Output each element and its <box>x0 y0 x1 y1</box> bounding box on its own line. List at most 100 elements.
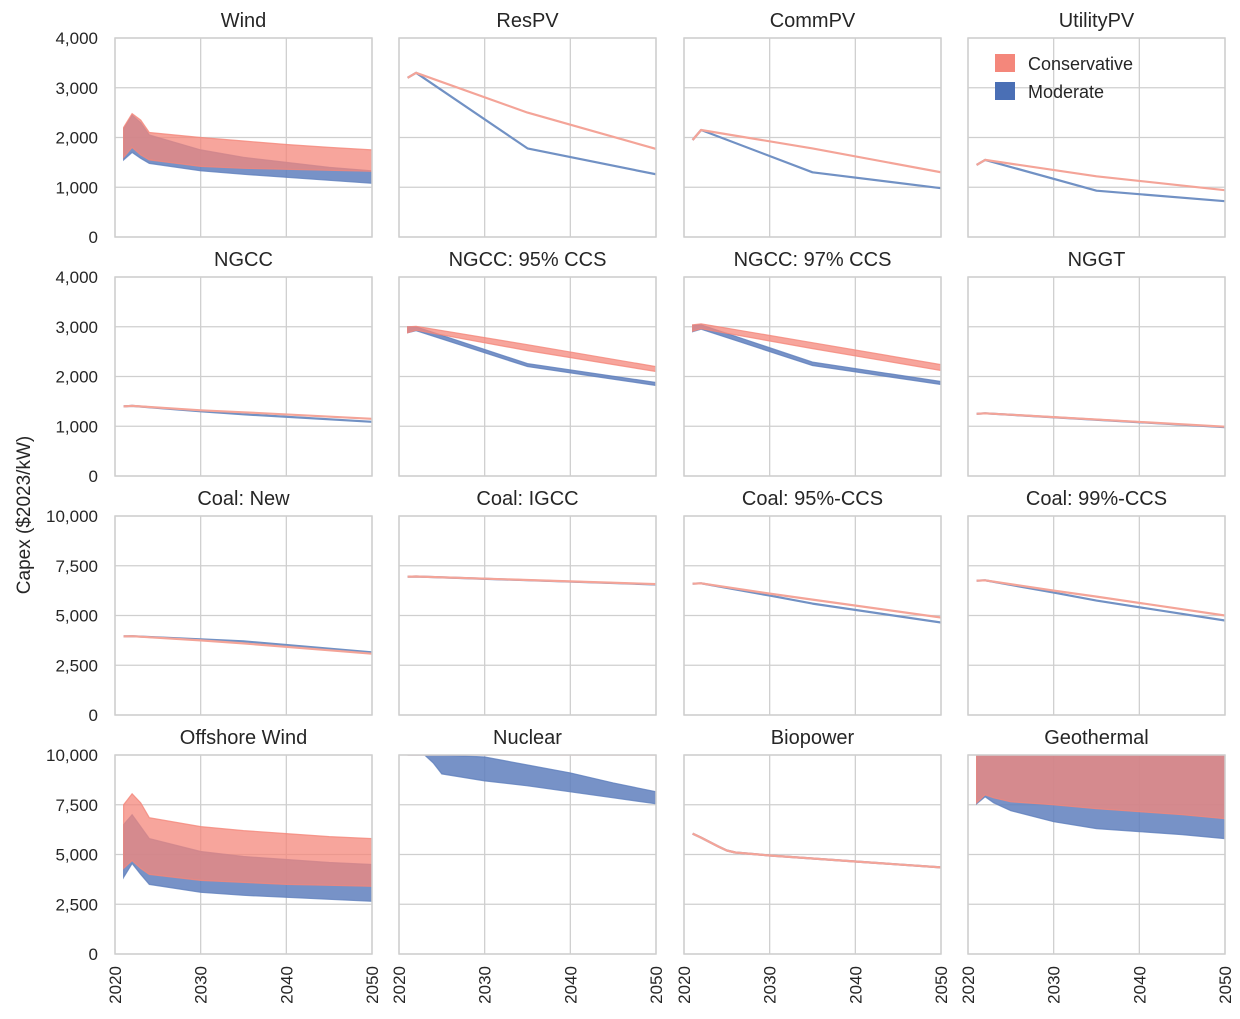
panel-frame <box>398 37 657 238</box>
band-conservative <box>123 112 372 172</box>
panel-title-ngcc-95-ccs: NGCC: 95% CCS <box>449 249 607 271</box>
panel-title-ngcc-97-ccs: NGCC: 97% CCS <box>734 249 892 271</box>
panel-wind: Wind 0 1,000 2,000 3,000 4,000 <box>55 10 373 247</box>
x-tick-label: 2040 <box>846 966 865 1004</box>
panel-title-nggt: NGGT <box>1068 249 1126 271</box>
panel-nggt: NGGT <box>967 249 1226 477</box>
y-tick-label: 7,500 <box>55 796 98 815</box>
line-moderate <box>692 582 941 624</box>
panel-title-commpv: CommPV <box>770 10 856 32</box>
panel-title-coal-igcc: Coal: IGCC <box>476 488 578 510</box>
x-tick-label: 2030 <box>476 966 495 1004</box>
panel-ngcc-97-ccs: NGCC: 97% CCS <box>683 249 942 477</box>
panel-frame <box>114 37 373 238</box>
panel-title-nuclear: Nuclear <box>493 727 562 749</box>
panel-title-coal-95-ccs: Coal: 95%-CCS <box>742 488 883 510</box>
panel-commpv: CommPV <box>683 10 942 238</box>
plot-area-nggt <box>976 412 1225 429</box>
x-tick-label: 2040 <box>1130 966 1149 1004</box>
y-tick-label: 2,500 <box>55 895 98 914</box>
plot-area-coal-99-ccs <box>976 579 1225 622</box>
line-conservative <box>691 128 941 174</box>
panel-frame <box>114 754 373 955</box>
line-conservative <box>976 579 1225 617</box>
y-tick-label: 0 <box>89 228 98 247</box>
y-tick-label: 3,000 <box>55 79 98 98</box>
plot-area-coal-95-ccs <box>692 582 941 624</box>
panel-frame <box>683 754 942 955</box>
panel-title-biopower: Biopower <box>771 727 855 749</box>
y-tick-label: 5,000 <box>55 607 98 626</box>
line-conservative <box>407 575 656 586</box>
plot-area-commpv <box>691 128 941 190</box>
panel-ngcc-95-ccs: NGCC: 95% CCS <box>398 249 657 477</box>
plot-area-utilitypv <box>976 158 1225 203</box>
panel-coal-99-ccs: Coal: 99%-CCS <box>967 488 1226 716</box>
panel-frame <box>683 276 942 477</box>
x-tick-label: 2030 <box>1045 966 1064 1004</box>
x-tick-label: 2030 <box>761 966 780 1004</box>
band-moderate <box>407 755 656 805</box>
legend-label-moderate: Moderate <box>1028 82 1104 102</box>
line-conservative <box>123 635 372 655</box>
panel-frame <box>114 276 373 477</box>
x-tick-label: 2050 <box>932 966 951 1004</box>
line-conservative <box>407 71 656 150</box>
y-tick-label: 10,000 <box>46 746 98 765</box>
line-conservative <box>692 832 941 869</box>
panel-title-wind: Wind <box>221 10 267 32</box>
y-tick-label: 10,000 <box>46 507 98 526</box>
y-axis-label: Capex ($2023/kW) <box>14 436 35 594</box>
plot-area-coal-igcc <box>407 575 656 586</box>
plot-area-respv <box>407 71 656 176</box>
panel-frame <box>683 37 942 238</box>
y-tick-label: 2,000 <box>55 368 98 387</box>
panel-geothermal: Geothermal 2020 2030 2040 2050 <box>959 727 1235 1004</box>
legend-label-conservative: Conservative <box>1028 54 1133 74</box>
plot-area-biopower <box>692 832 941 869</box>
panel-frame <box>398 754 657 955</box>
panel-coal-new: Coal: New 0 2,500 5,000 7,500 10,000 <box>46 488 373 725</box>
plot-area-ngcc-95-ccs <box>407 325 656 387</box>
y-tick-label: 4,000 <box>55 29 98 48</box>
panel-frame <box>398 515 657 716</box>
legend-swatch-conservative <box>995 54 1015 72</box>
line-moderate <box>691 128 941 190</box>
line-conservative <box>123 404 372 420</box>
plot-area-offshore-wind <box>123 792 372 902</box>
panel-title-offshore-wind: Offshore Wind <box>180 727 307 749</box>
panel-title-utilitypv: UtilityPV <box>1059 10 1135 32</box>
y-tick-label: 4,000 <box>55 268 98 287</box>
panel-respv: ResPV <box>398 10 657 238</box>
plot-area-ngcc-97-ccs <box>692 323 941 386</box>
x-tick-label: 2050 <box>363 966 382 1004</box>
y-tick-label: 3,000 <box>55 318 98 337</box>
x-tick-label: 2020 <box>390 966 409 1004</box>
x-tick-label: 2050 <box>1216 966 1235 1004</box>
y-tick-label: 0 <box>89 467 98 486</box>
plot-area-coal-new <box>123 635 372 655</box>
panel-ngcc: NGCC 0 1,000 2,000 3,000 4,000 <box>55 249 373 486</box>
plot-area-geothermal <box>976 755 1225 840</box>
line-conservative <box>976 158 1225 192</box>
panel-frame <box>967 754 1226 955</box>
y-tick-label: 5,000 <box>55 846 98 865</box>
line-conservative <box>692 582 941 619</box>
panels: Wind 0 1,000 2,000 3,000 4,000 ResPV CommPV Util… <box>46 10 1235 1004</box>
panel-offshore-wind: Offshore Wind 0 2,500 5,000 7,500 10,000 2020 2… <box>46 727 382 1004</box>
panel-coal-igcc: Coal: IGCC <box>398 488 657 716</box>
line-moderate <box>976 579 1225 622</box>
y-tick-label: 1,000 <box>55 417 98 436</box>
line-conservative <box>976 412 1225 428</box>
panel-frame <box>967 515 1226 716</box>
y-tick-label: 2,000 <box>55 129 98 148</box>
x-tick-label: 2020 <box>675 966 694 1004</box>
x-tick-label: 2030 <box>192 966 211 1004</box>
y-tick-label: 1,000 <box>55 178 98 197</box>
panel-coal-95-ccs: Coal: 95%-CCS <box>683 488 942 716</box>
band-conservative <box>692 323 941 372</box>
plot-area-ngcc <box>123 404 372 423</box>
panel-title-coal-99-ccs: Coal: 99%-CCS <box>1026 488 1167 510</box>
x-tick-label: 2040 <box>277 966 296 1004</box>
panel-nuclear: Nuclear 2020 2030 2040 2050 <box>390 727 666 1004</box>
